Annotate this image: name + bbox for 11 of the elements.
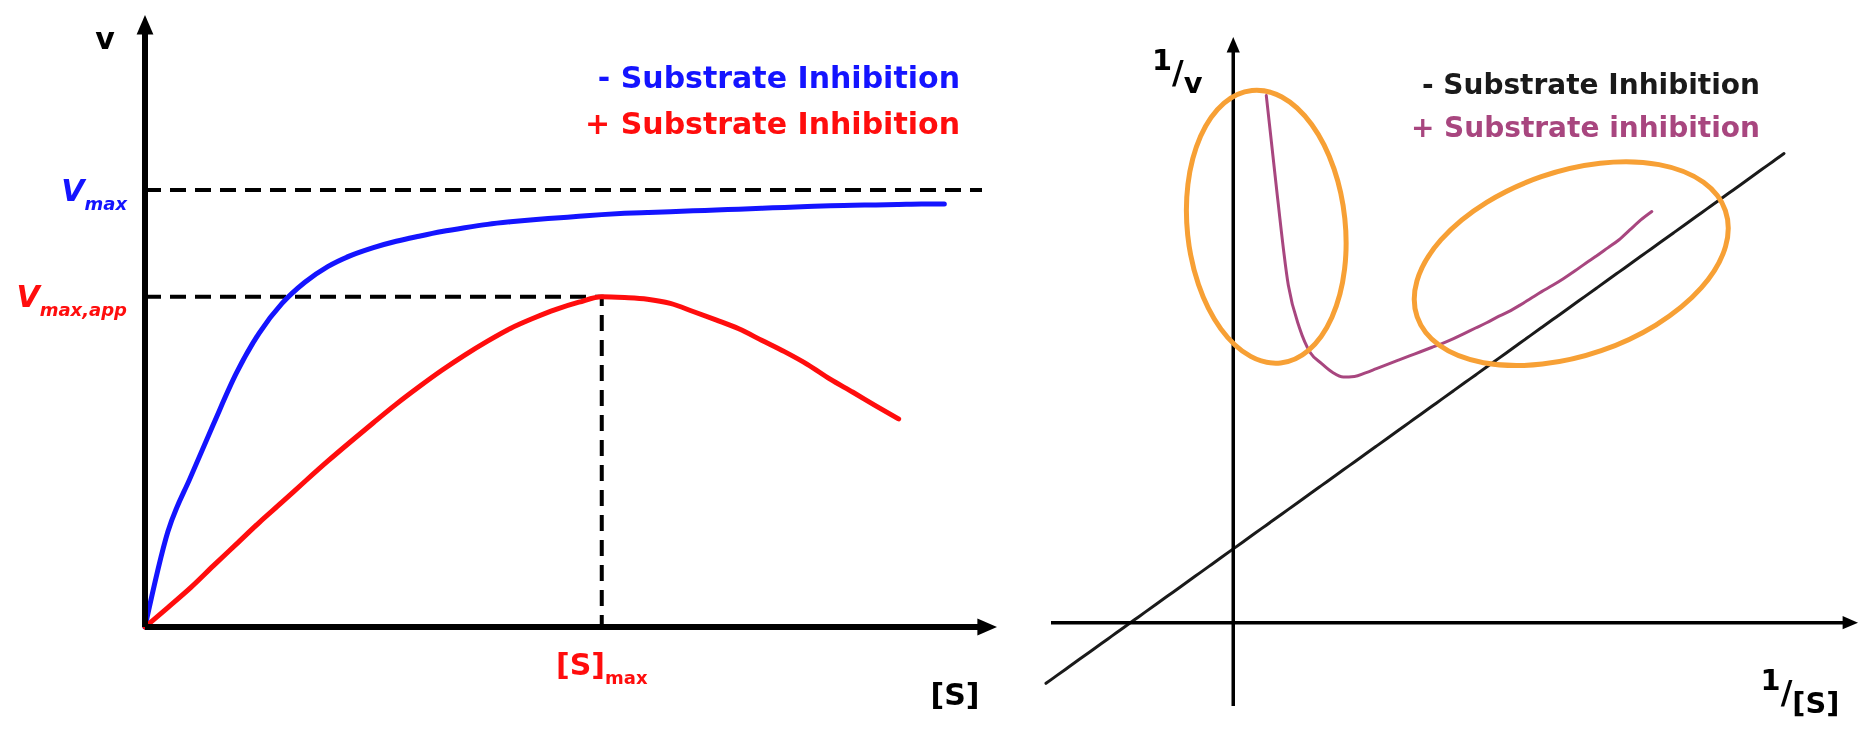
- text: - Substrate Inhibition: [1421, 68, 1760, 101]
- x-axis-title: [S]: [930, 677, 980, 712]
- y-axis-title: v: [95, 21, 116, 56]
- text: - Substrate Inhibition: [597, 60, 960, 95]
- y-axis-title: $^{1}$/$_{v}$: [1152, 43, 1203, 100]
- text: + Substrate inhibition: [1410, 111, 1760, 144]
- text: V$_{max}$: [61, 172, 129, 214]
- x-axis-title: $^{1}$/$_{[S]}$: [1760, 662, 1840, 720]
- text: + Substrate Inhibition: [585, 106, 960, 141]
- text: V$_{max,app}$: [16, 279, 128, 321]
- text: [S]$_{max}$: [555, 647, 648, 688]
